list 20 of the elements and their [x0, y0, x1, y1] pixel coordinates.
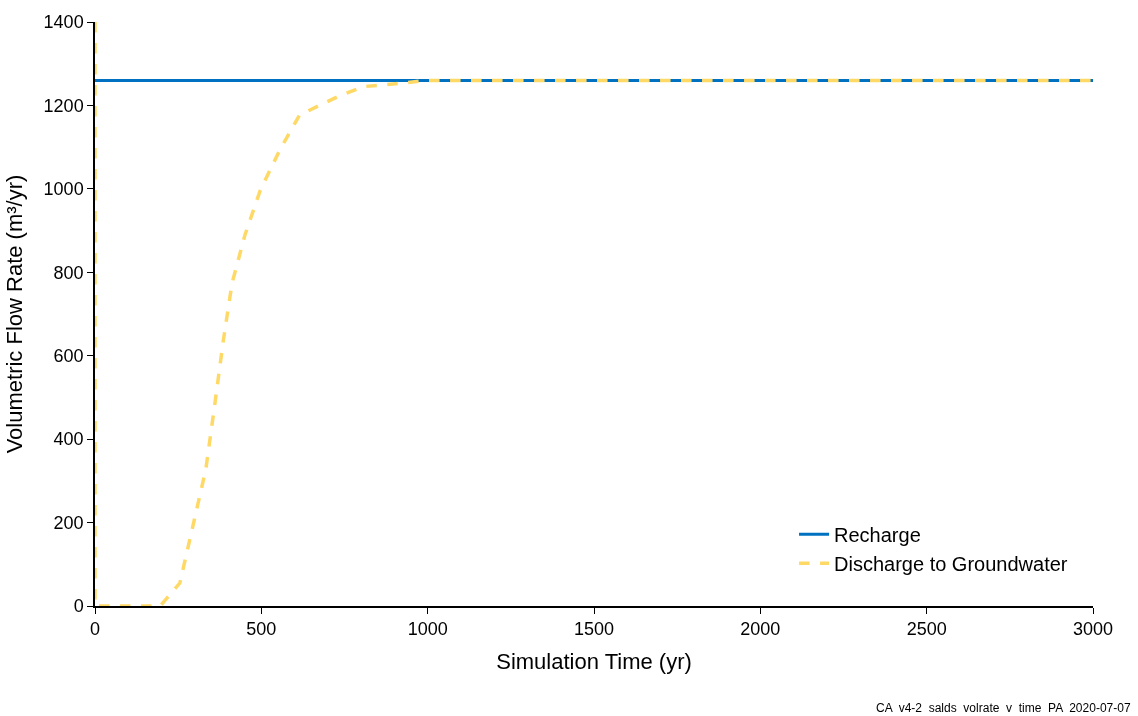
legend-label: Discharge to Groundwater	[834, 552, 1068, 575]
y-tick-label: 0	[73, 596, 84, 617]
y-tick-label: 200	[53, 512, 84, 533]
x-tick-label: 500	[246, 619, 277, 640]
y-tick-label: 1200	[43, 95, 84, 116]
x-axis-title: Simulation Time (yr)	[496, 648, 692, 674]
text: CA v4-2 salds volrate v time PA 2020-07-07	[876, 701, 1131, 715]
x-tick-label: 2000	[740, 619, 781, 640]
x-tick-label: 2500	[906, 619, 947, 640]
x-tick-label: 0	[89, 619, 101, 640]
legend-label: Recharge	[834, 523, 921, 546]
y-tick-label: 1000	[43, 179, 84, 200]
x-tick-label: 1500	[573, 619, 615, 640]
x-tick-label: 3000	[1072, 619, 1114, 640]
y-tick-label: 600	[53, 346, 84, 367]
y-tick-label: 800	[53, 262, 84, 283]
x-tick-label: 1000	[407, 619, 448, 640]
y-tick-label: 1400	[43, 12, 84, 33]
y-tick-label: 400	[53, 429, 84, 450]
y-axis-title: Volumetric Flow Rate (m³/yr)	[1, 174, 27, 454]
